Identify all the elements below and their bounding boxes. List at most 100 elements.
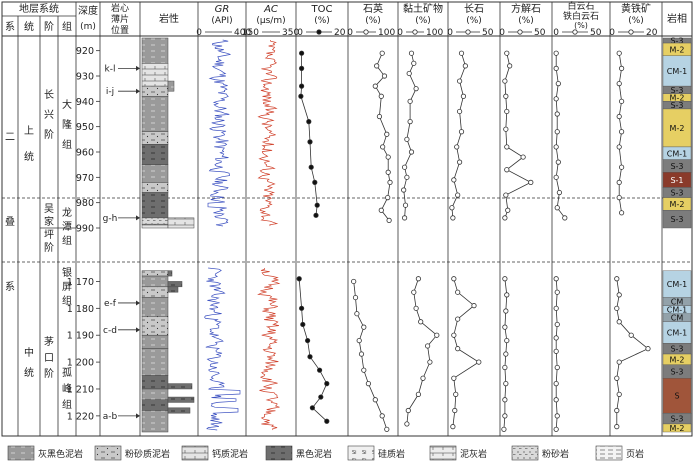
facies-label: M-2 [670,124,685,133]
lithology-layer [167,383,193,390]
legend-label: 粉砂质泥岩 [125,448,170,460]
feldspar-point [455,346,461,352]
quartz-point [379,413,385,419]
lithology-layer [167,407,191,414]
quartz-point [361,367,367,373]
dolomite-point [553,335,559,341]
depth-label: 950 [76,122,94,133]
toc-point [298,93,304,99]
svg-text:大: 大 [62,98,72,111]
calcite-point [502,78,508,84]
svg-text:峰: 峰 [62,383,72,395]
svg-text:0: 0 [297,28,303,38]
svg-text:兴: 兴 [44,109,54,121]
pyrite-point [614,276,620,282]
toc-point [304,337,311,344]
clay-point [408,149,415,155]
svg-text:0: 0 [447,28,453,38]
ac-unit: (μs/m) [256,16,285,26]
svg-text:150: 150 [242,28,259,38]
core-arrow-head [136,413,140,419]
clay-point [401,164,408,170]
facies-block [662,270,692,298]
facies-header: 岩相 [667,12,687,25]
pyrite-point [614,305,620,311]
core-header-2: 薄片 [111,13,129,25]
depth-header: 深度 [78,4,98,17]
svg-text:阶: 阶 [44,241,54,254]
facies-block [662,210,692,229]
calcite-point [520,154,526,160]
clay-point [406,70,412,77]
quartz-point [381,73,388,79]
pyrite-point [616,195,622,201]
ac-header: AC [263,4,278,15]
quartz-point [361,324,367,330]
dolomite-scale: 0 50 [553,28,601,38]
feldspar-point [458,50,465,56]
depth-label: 990 [76,224,94,235]
stage-header: 阶 [44,20,54,33]
clay-point [407,119,413,125]
quartz-point [378,93,384,99]
dolomite-point [553,144,559,150]
system-label-char1: 二 [5,132,15,143]
svg-text:组: 组 [62,234,72,247]
pyrite-point [618,129,625,135]
dolomite-point [553,174,559,180]
lithology-layer [167,80,175,92]
formation-yinping: 银屏组 [62,266,72,307]
toc-point [318,394,324,400]
svg-text:100: 100 [426,28,443,38]
feldspar-point [450,215,456,221]
feldspar-point [451,332,457,338]
calcite-point [502,215,508,221]
dolomite-point [554,205,560,211]
quartz-point [354,311,360,317]
toc-point [324,381,330,387]
middle-series-char1: 中 [24,346,34,359]
legend-label: 粉砂岩 [542,448,569,460]
legend-label: 钙质泥岩 [212,448,248,460]
calcite-header: 方解石 [511,2,541,15]
facies-label: S-3 [670,37,683,46]
quartz-point [386,217,392,223]
core-arrow-head [136,215,140,221]
calcite-point [502,397,508,403]
lithology-legend: 灰黑色泥岩 粉砂质泥岩 钙质泥岩 黑色泥岩 硅质岩 泥灰岩 粉砂岩 页岩 [7,445,644,461]
clay-header: 黏土矿物 [403,2,443,15]
toc-point [316,367,323,373]
legend-swatch [265,445,293,461]
lithology-layer [167,396,195,403]
figure-frame [1,1,693,437]
depth-unit: (m) [80,22,96,32]
feldspar-point [449,205,455,211]
core-arrow-head [136,300,140,306]
feldspar-point [455,316,461,322]
feldspar-point [451,177,457,183]
calcite-point [503,192,509,198]
clay-point [413,86,419,92]
legend-swatch [181,445,209,461]
pyrite-point [616,144,622,150]
lithology-layer [167,270,173,277]
legend-label: 黑色泥岩 [296,448,332,460]
svg-text:20: 20 [334,28,346,38]
dolomite-point [553,381,559,387]
pyrite-point [618,98,625,104]
facies-label: CM-1 [667,329,687,338]
facies-block [662,55,692,87]
lithology-layer [141,275,169,288]
quartz-point [352,294,359,301]
pyrite-point [618,210,625,216]
svg-text:0: 0 [553,28,559,38]
legend-item: 黑色泥岩 [265,445,332,461]
pyrite-point [618,164,625,170]
svg-text:0: 0 [609,28,615,38]
feldspar-point [456,108,463,115]
calcite-point [502,276,508,282]
lithology-layer [141,182,169,193]
pyrite-unit: (%) [628,16,644,26]
facies-label: CM [671,298,684,307]
